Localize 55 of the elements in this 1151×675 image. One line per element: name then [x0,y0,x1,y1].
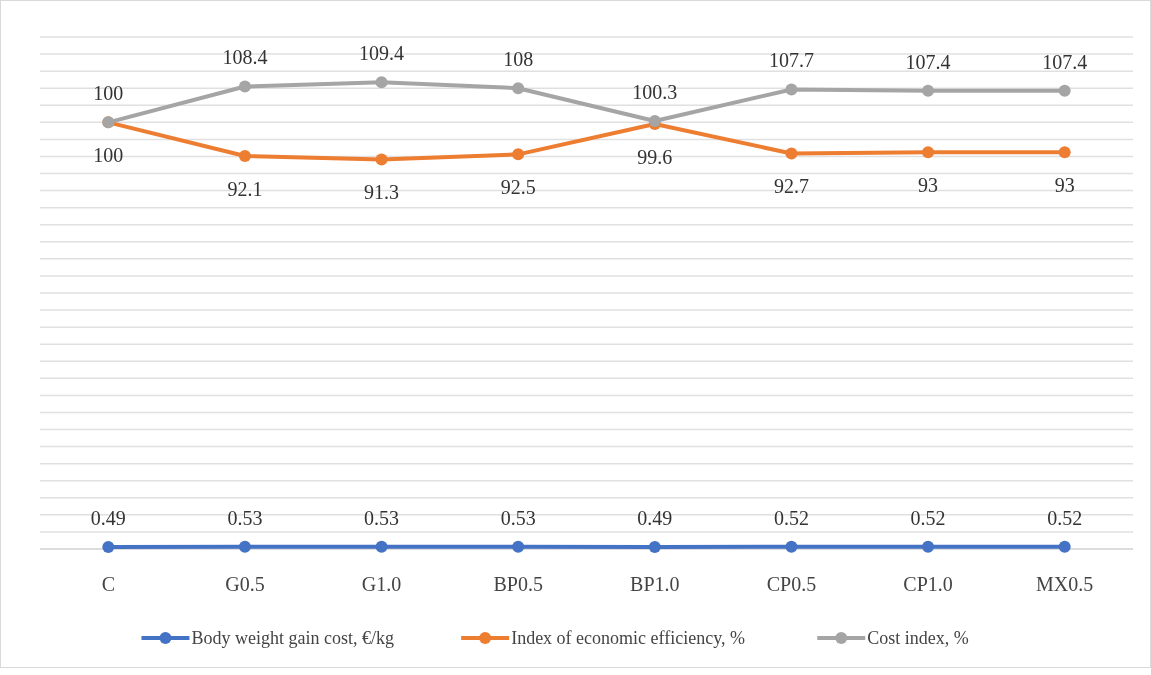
point [375,153,388,166]
x-tick-label: G1.0 [361,573,402,595]
data-label: 0.52 [773,506,809,529]
data-label: 0.49 [90,506,126,529]
point [1058,540,1071,553]
data-label: 0.53 [500,506,536,529]
point [785,83,798,96]
data-label: 0.53 [364,506,400,529]
data-label: 108 [503,48,534,71]
point [375,540,388,553]
point [922,146,935,159]
data-label: 100 [93,82,124,105]
data-label: 92.5 [500,176,536,199]
legend-label: Body weight gain cost, €/kg [191,628,394,648]
point [512,540,525,553]
legend-label: Index of economic efficiency, % [511,628,746,648]
data-label: 0.52 [910,506,946,529]
x-tick-label: CP1.0 [903,573,953,595]
x-tick-label: C [101,573,115,595]
data-label: 93 [1054,174,1075,197]
data-label: 107.7 [768,49,814,72]
data-label: 107.4 [905,50,951,73]
data-label: 91.3 [364,181,400,204]
legend-label: Cost index, % [867,628,969,648]
point [922,540,935,553]
data-label: 109.4 [359,42,405,65]
point [785,540,798,553]
point [785,147,798,160]
data-label: 100 [93,144,124,167]
data-label: 92.7 [773,175,809,198]
point [238,540,251,553]
point [1058,84,1071,97]
point [512,82,525,95]
point [238,150,251,163]
x-tick-label: CP0.5 [766,573,817,595]
point [238,80,251,93]
point [922,84,935,97]
x-tick-label: BP0.5 [493,573,543,595]
data-label: 92.1 [227,178,263,201]
point [512,148,525,161]
x-tick-label: BP1.0 [630,573,680,595]
x-tick-label: G0.5 [225,573,265,595]
point [648,540,661,553]
point [102,540,115,553]
data-label: 100.3 [632,81,678,104]
data-label: 107.4 [1042,50,1088,73]
data-label: 0.52 [1047,506,1083,529]
data-label: 93 [918,174,939,197]
data-label: 99.6 [637,146,673,169]
data-label: 108.4 [222,46,268,69]
x-tick-label: MX0.5 [1036,573,1094,595]
point [1058,146,1071,159]
point [375,76,388,89]
data-label: 0.53 [227,506,263,529]
data-label: 0.49 [637,506,673,529]
